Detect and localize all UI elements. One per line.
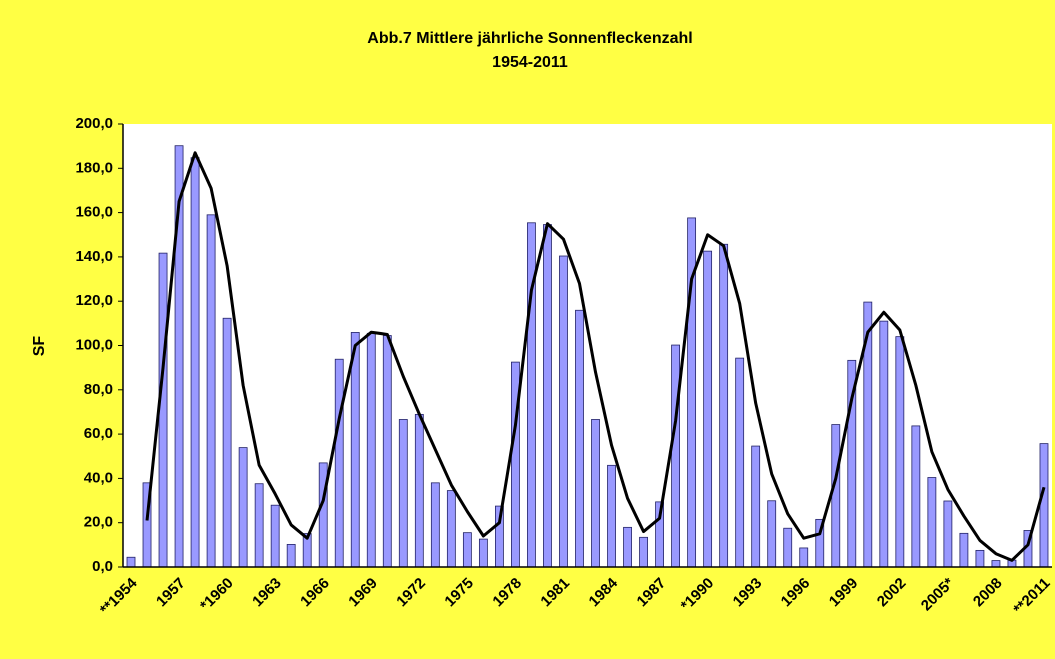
bar bbox=[478, 538, 488, 568]
bar bbox=[462, 532, 472, 568]
bar bbox=[575, 309, 584, 568]
bar bbox=[991, 560, 1001, 568]
bar bbox=[366, 332, 376, 568]
bar bbox=[398, 419, 408, 568]
y-tick-label: 120,0 bbox=[75, 292, 113, 309]
bar bbox=[446, 490, 456, 568]
bar bbox=[382, 335, 392, 568]
bar bbox=[350, 332, 360, 568]
bar bbox=[943, 500, 953, 568]
bar bbox=[623, 526, 632, 568]
bar bbox=[751, 445, 761, 568]
bar bbox=[1039, 443, 1049, 568]
bar bbox=[607, 464, 616, 568]
smoothed-line bbox=[145, 151, 1046, 562]
bar bbox=[959, 532, 969, 568]
bar bbox=[671, 344, 680, 568]
bar bbox=[190, 157, 200, 568]
y-tick-label: 20,0 bbox=[84, 514, 113, 531]
bar bbox=[927, 477, 937, 568]
bar bbox=[559, 255, 568, 568]
bar bbox=[799, 547, 809, 568]
bar bbox=[222, 317, 232, 568]
y-tick-label: 180,0 bbox=[75, 159, 113, 176]
bar bbox=[430, 482, 440, 568]
bar bbox=[831, 424, 841, 568]
bar bbox=[414, 413, 424, 568]
bar bbox=[703, 250, 713, 568]
y-tick-label: 140,0 bbox=[75, 248, 113, 265]
chart-subtitle: 1954-2011 bbox=[492, 54, 568, 71]
bar bbox=[543, 224, 552, 568]
bar bbox=[206, 214, 216, 568]
bar bbox=[767, 500, 777, 568]
bar bbox=[783, 527, 793, 568]
bar bbox=[591, 419, 600, 568]
bar bbox=[735, 357, 745, 568]
bar bbox=[270, 504, 280, 568]
y-tick-label: 160,0 bbox=[75, 204, 113, 221]
y-tick-label: 80,0 bbox=[84, 381, 113, 398]
bar bbox=[975, 549, 985, 568]
bar bbox=[879, 320, 889, 568]
bar bbox=[286, 544, 296, 568]
y-tick-label: 0,0 bbox=[92, 558, 113, 575]
bar bbox=[719, 243, 729, 568]
y-tick-label: 40,0 bbox=[84, 469, 113, 486]
y-tick-label: 100,0 bbox=[75, 336, 113, 353]
bar bbox=[895, 336, 905, 568]
y-axis-label: SF bbox=[31, 336, 48, 357]
bar bbox=[126, 556, 136, 568]
y-tick-label: 60,0 bbox=[84, 425, 113, 442]
bar bbox=[639, 536, 648, 568]
y-tick-label: 200,0 bbox=[75, 115, 113, 132]
bar bbox=[254, 483, 264, 568]
bar bbox=[911, 425, 921, 568]
bar bbox=[238, 447, 248, 568]
bar bbox=[334, 358, 344, 568]
chart-title: Abb.7 Mittlere jährliche Sonnenfleckenza… bbox=[367, 30, 692, 47]
bar bbox=[158, 252, 168, 568]
